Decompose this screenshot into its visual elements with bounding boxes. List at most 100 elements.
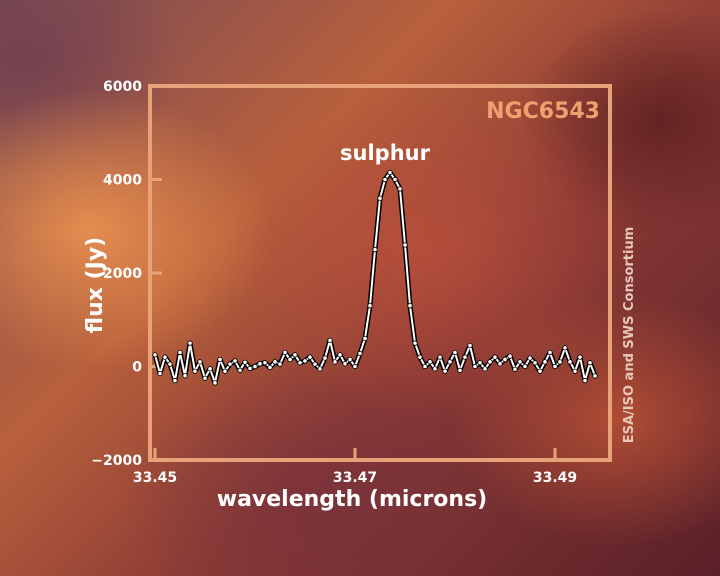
data-point [392,176,398,183]
data-point [282,349,288,356]
data-point [197,359,203,365]
data-point [217,356,223,363]
data-point [417,354,423,360]
x-tick-label: 33.45 [133,470,177,486]
data-point [257,361,263,367]
data-point [552,363,558,370]
data-point [317,366,323,372]
data-point [172,377,178,384]
data-point [157,370,163,377]
y-tick-label: 6000 [103,79,142,95]
data-point [297,360,303,366]
data-point [287,356,293,363]
data-point [532,360,538,366]
data-point [497,361,503,367]
data-point [592,373,598,379]
data-point [512,366,518,372]
x-axis-label: wavelength (microns) [217,487,487,512]
data-point [557,359,563,365]
data-point [562,345,568,351]
y-tick-label: 0 [132,360,142,376]
data-point [467,342,473,349]
data-point [332,359,338,365]
data-point [452,349,458,356]
data-point [227,361,233,367]
data-point [322,355,328,361]
data-point [422,363,428,370]
data-point [482,366,488,372]
data-point [387,169,393,176]
data-point [537,368,543,374]
data-point [207,366,213,372]
data-point [407,303,413,309]
data-point [192,368,198,374]
data-point [342,361,348,367]
data-point [222,368,228,374]
data-point [462,354,468,360]
data-point [447,359,453,365]
x-tick-label: 33.47 [333,470,377,486]
data-point [382,176,388,183]
data-point [367,303,373,309]
data-point [402,242,408,248]
x-tick-label: 33.49 [533,470,577,486]
data-point [437,354,443,360]
data-point [242,359,248,365]
y-tick-label: −2000 [91,453,142,469]
data-point [547,349,553,356]
data-point [412,340,418,346]
data-point [277,361,283,367]
data-point [262,360,268,366]
data-point [327,337,333,343]
y-axis-label: flux (Jy) [83,237,108,333]
data-point [507,353,513,359]
data-point [187,340,193,346]
credit-text: ESA/ISO and SWS Consortium [622,227,637,444]
data-point [542,359,548,365]
y-tick-label: 2000 [103,266,142,282]
data-point [572,368,578,374]
data-point [232,358,238,364]
series-line-outline [152,170,598,386]
data-point [567,359,573,365]
object-name-label: NGC6543 [486,99,600,124]
data-point [397,186,403,192]
sulphur-annotation: sulphur [340,141,431,165]
data-point [177,349,183,356]
data-point [347,356,353,363]
data-point [377,195,383,201]
data-point [527,355,533,361]
data-point [252,363,258,370]
data-point [477,360,483,366]
data-point [522,363,528,370]
data-point [337,352,343,358]
data-point [272,359,278,365]
y-tick-label: 4000 [103,173,142,189]
data-point [472,363,478,370]
data-point [577,354,583,360]
data-point [432,366,438,372]
data-point [202,375,208,381]
data-point [237,367,243,373]
data-point [352,363,358,370]
data-point [162,354,168,360]
data-point [372,247,378,253]
data-point [442,368,448,374]
data-point [152,352,158,358]
data-point [357,350,363,357]
data-point [292,352,298,358]
data-point [167,361,173,367]
data-point [247,365,253,371]
data-point [587,360,593,366]
data-point [182,373,188,379]
data-point [487,359,493,365]
data-point [307,354,313,360]
data-point [457,367,463,373]
data-point [312,361,318,367]
data-point [427,359,433,365]
data-point [212,380,218,386]
data-point [502,356,508,363]
data-point [492,354,498,360]
